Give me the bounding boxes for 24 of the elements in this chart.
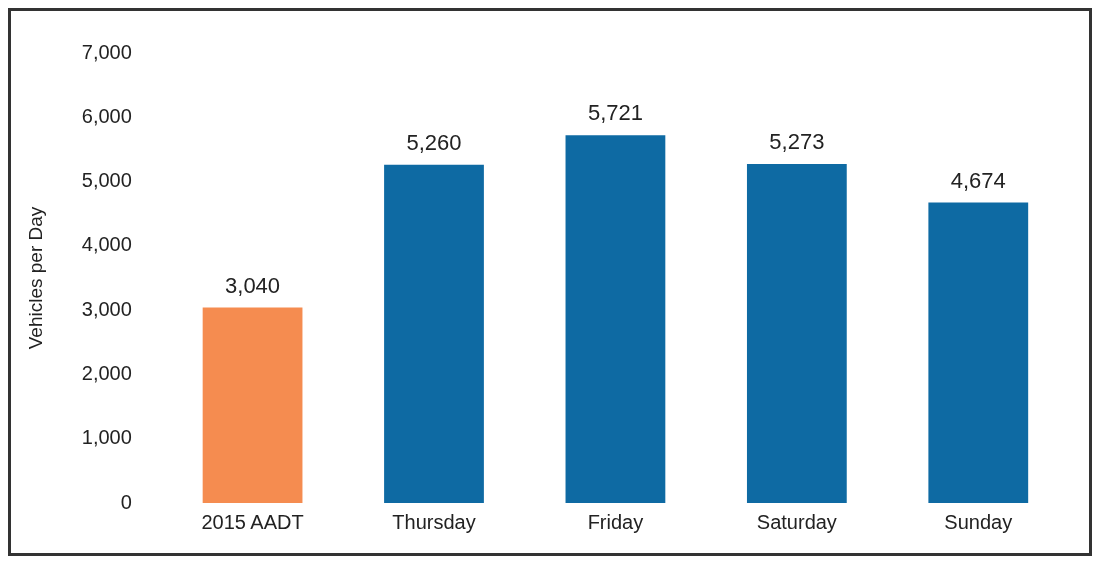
x-tick-label: Sunday: [944, 510, 1013, 533]
bar: [746, 164, 847, 503]
x-tick-label: 2015 AADT: [201, 510, 304, 533]
data-label: 5,260: [406, 129, 462, 155]
y-tick-label: 6,000: [81, 104, 132, 127]
data-label: 5,721: [587, 100, 643, 126]
y-tick-label: 5,000: [81, 169, 132, 192]
x-tick-label: Saturday: [756, 510, 837, 533]
bar: [928, 202, 1029, 503]
data-label: 5,273: [769, 129, 825, 155]
bar: [384, 164, 484, 503]
x-tick-label: Friday: [587, 510, 644, 533]
bar: [202, 307, 303, 503]
data-label: 3,040: [225, 272, 281, 298]
bar: [565, 135, 666, 503]
y-tick-label: 1,000: [81, 426, 132, 449]
y-tick-label: 3,000: [81, 297, 132, 320]
y-tick-label: 4,000: [81, 233, 132, 256]
data-label: 4,674: [950, 167, 1006, 193]
y-tick-label: 7,000: [81, 40, 132, 63]
y-tick-label: 0: [120, 490, 132, 513]
x-tick-label: Thursday: [392, 510, 476, 533]
y-tick-label: 2,000: [81, 361, 132, 384]
y-axis-title: Vehicles per Day: [24, 206, 46, 350]
